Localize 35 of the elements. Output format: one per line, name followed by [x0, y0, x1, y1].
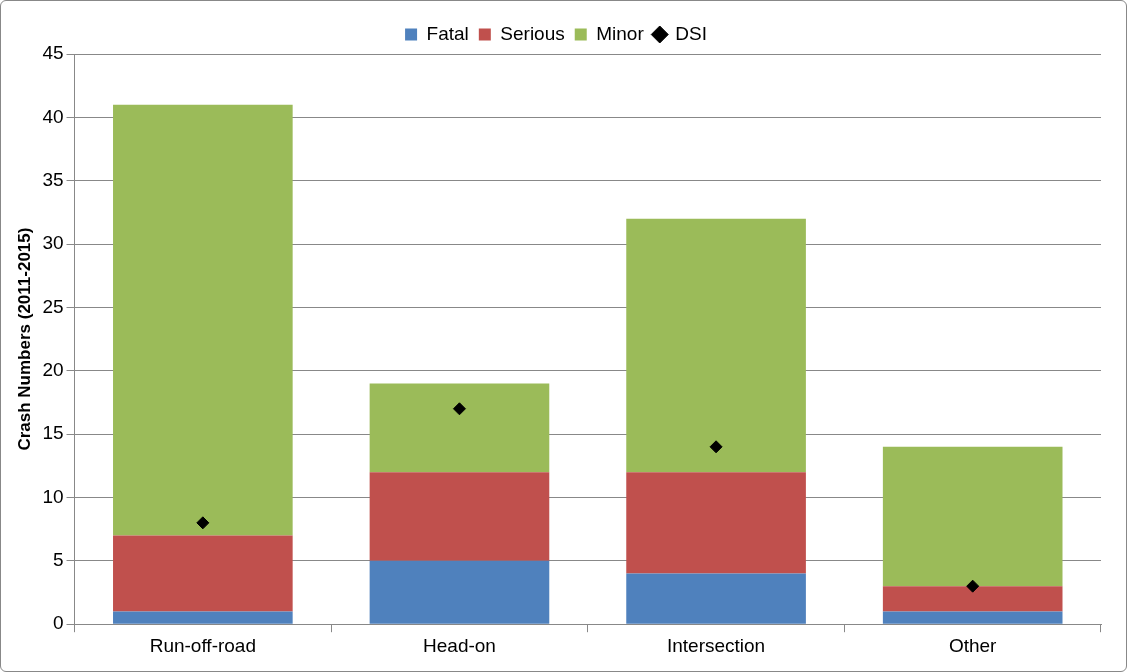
point — [709, 440, 723, 454]
point — [452, 402, 466, 416]
legend-label: Serious — [500, 22, 565, 44]
bar — [626, 573, 806, 624]
point — [196, 516, 210, 530]
y-tick-label: 35 — [42, 168, 64, 190]
bar — [113, 535, 293, 612]
bar — [882, 446, 1063, 587]
y-tick-label: 30 — [42, 232, 64, 254]
bar — [882, 586, 1063, 612]
y-tick-label: 5 — [52, 549, 64, 571]
y-tick-label: 25 — [42, 295, 64, 317]
y-tick-label: 15 — [42, 422, 64, 444]
bar — [369, 560, 550, 624]
y-axis-title: Crash Numbers (2011-2015) — [14, 227, 34, 451]
y-tick-label: 0 — [52, 612, 64, 634]
legend-label: Fatal — [426, 22, 469, 44]
x-tick-label: Other — [948, 634, 998, 656]
bar — [113, 104, 293, 536]
x-tick-label: Head-on — [423, 634, 496, 656]
x-tick-label: Run-off-road — [149, 634, 257, 656]
bar — [369, 472, 550, 561]
y-tick-label: 20 — [42, 359, 64, 381]
bar — [626, 218, 806, 473]
y-tick-label: 45 — [42, 42, 64, 64]
bar — [369, 383, 550, 473]
legend-label: Minor — [596, 22, 645, 44]
y-tick-label: 40 — [42, 105, 64, 127]
x-tick-label: Intersection — [666, 634, 766, 656]
bar — [626, 472, 806, 574]
legend-label: DSI — [675, 22, 707, 44]
bar — [882, 611, 1063, 624]
point — [966, 579, 980, 593]
y-tick-label: 10 — [42, 485, 64, 507]
bar — [113, 611, 293, 624]
